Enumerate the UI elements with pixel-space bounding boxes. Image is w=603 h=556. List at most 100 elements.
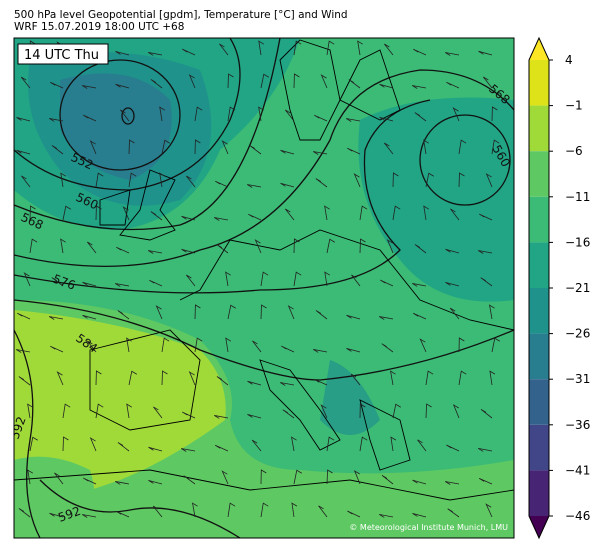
time-box: [17, 43, 109, 65]
wind-barb: [254, 239, 262, 254]
wind-barb: [381, 474, 394, 485]
wind-barb: [281, 345, 295, 353]
wind-barb: [445, 481, 460, 485]
wind-barb: [128, 172, 137, 188]
wind-barb: [483, 76, 493, 89]
wind-barb: [225, 271, 231, 287]
wind-barb: [82, 314, 97, 320]
wind-barb: [216, 244, 229, 254]
colorbar-tick-label: −46: [565, 509, 590, 523]
wind-barb: [419, 338, 427, 353]
wind-barb: [181, 248, 196, 254]
wind-barb: [182, 48, 196, 56]
wind-barb: [480, 277, 493, 287]
wind-barb: [122, 206, 130, 221]
wind-barb: [161, 337, 170, 353]
wind-barb: [117, 442, 130, 452]
wind-barb: [445, 52, 460, 56]
wind-barb: [452, 404, 460, 419]
wind-barb: [390, 370, 396, 386]
wind-barb: [227, 73, 234, 89]
wind-barb: [62, 403, 71, 419]
wind-barb: [18, 508, 31, 518]
wind-barb: [314, 378, 328, 386]
wind-barb: [215, 444, 229, 452]
wind-barb: [128, 139, 135, 155]
wind-barb: [152, 505, 163, 518]
wind-barb: [260, 304, 267, 320]
wind-barb: [445, 248, 460, 254]
wind-barb: [324, 205, 330, 221]
wind-barb: [50, 81, 64, 89]
wind-barb: [182, 411, 196, 419]
wind-barb: [392, 172, 399, 188]
wind-barb: [148, 250, 163, 254]
wind-barb: [423, 139, 429, 155]
wind-barb: [425, 172, 434, 188]
wind-barb: [161, 139, 170, 155]
wind-barb: [56, 371, 64, 386]
wind-barb: [155, 305, 163, 320]
colorbar-band: [529, 151, 549, 197]
wind-barb: [425, 370, 434, 386]
wind-barb: [194, 139, 201, 155]
wind-barb: [89, 140, 97, 155]
wind-barb: [413, 312, 427, 320]
wind-barb: [89, 437, 97, 452]
wind-barb: [412, 85, 427, 89]
wind-barb: [214, 217, 229, 221]
wind-barb: [280, 149, 295, 155]
wind-barb: [346, 118, 361, 122]
credit: © Meteorological Institute Munich, LMU: [349, 523, 508, 532]
colorbar-tick-label: −11: [565, 190, 590, 204]
wind-barb: [326, 40, 335, 56]
wind-barb: [326, 436, 335, 452]
wind-barb: [353, 470, 361, 485]
wind-barb: [326, 238, 335, 254]
wind-barb: [16, 116, 31, 122]
wind-barb: [20, 76, 31, 89]
time-label: 14 UTC Thu: [24, 48, 99, 63]
colorbar-tick-label: −41: [565, 463, 590, 477]
colorbar-tick-label: −36: [565, 418, 590, 432]
wind-barb: [227, 304, 236, 320]
wind-barb: [87, 340, 97, 353]
wind-barb: [412, 513, 427, 518]
wind-barb: [491, 337, 500, 353]
colorbar-tick-label: −26: [565, 327, 590, 341]
wind-barb: [326, 469, 333, 485]
wind-barb: [314, 114, 328, 122]
colorbar-tick-label: −21: [565, 281, 590, 295]
wind-barb: [359, 238, 366, 254]
wind-barb: [82, 85, 97, 89]
wind-barb: [485, 503, 493, 518]
wind-barb: [318, 505, 328, 518]
title: 500 hPa level Geopotential [gpdm], Tempe…: [14, 9, 348, 21]
wind-barb: [293, 238, 300, 254]
wind-barb: [51, 145, 64, 155]
wind-barb: [83, 114, 97, 122]
wind-barb: [313, 349, 328, 353]
wind-barb: [282, 409, 295, 419]
wind-barb: [489, 304, 495, 320]
wind-barb: [227, 106, 236, 122]
wind-barb: [216, 376, 229, 386]
wind-barb: [221, 470, 229, 485]
wind-barb: [249, 145, 262, 155]
wind-barb: [153, 406, 163, 419]
coastlines: [14, 39, 514, 501]
wind-barb: [414, 244, 427, 254]
wind-barb: [126, 403, 133, 419]
field: [14, 456, 95, 538]
colorbar-under: [529, 516, 549, 538]
colorbar-tick-label: 4: [565, 53, 573, 67]
colorbar-tick-label: −6: [565, 144, 583, 158]
wind-barb: [458, 172, 465, 188]
wind-barb: [491, 106, 498, 122]
wind-barb: [120, 109, 130, 122]
wind-barb: [452, 107, 460, 122]
wind-barb: [293, 73, 300, 89]
wind-barb: [83, 477, 97, 485]
wind-barb: [386, 239, 394, 254]
wind-barb: [17, 312, 31, 320]
